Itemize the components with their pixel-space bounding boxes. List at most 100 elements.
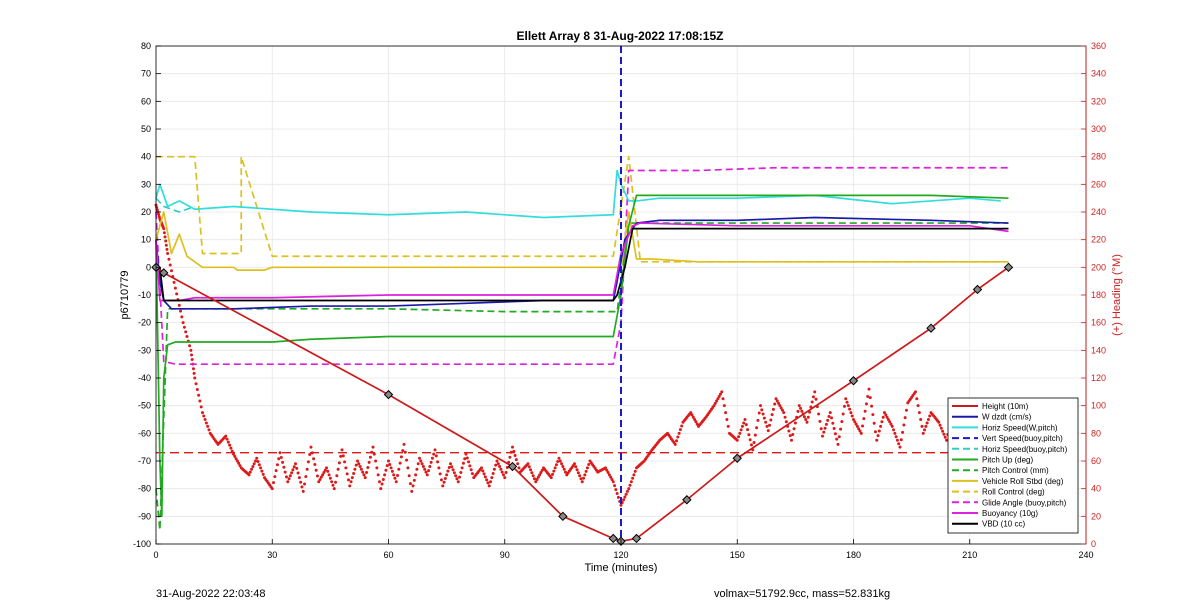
heading-point [389,466,393,470]
x-tick-label: 210 [962,550,977,560]
heading-point [424,470,428,474]
heading-point [350,476,354,480]
y-tick-label: 30 [141,179,151,189]
heading-point [752,441,756,445]
heading-point [529,468,533,472]
heading-point [189,348,193,352]
height-marker [972,284,983,295]
heading-point [739,428,743,432]
heading-point [871,413,875,417]
heading-point [177,303,181,307]
heading-point [470,472,474,476]
heading-point [527,465,531,469]
legend-label-pitch_control: Pitch Control (mm) [982,466,1049,475]
heading-point [622,498,626,502]
heading-point [332,487,336,491]
heading-point [385,464,389,468]
height-marker [631,533,642,544]
y2-tick-label: 40 [1091,484,1101,494]
heading-point [884,413,888,417]
heading-point [864,402,868,406]
heading-point [775,399,779,403]
heading-point [362,473,366,477]
heading-point [915,397,919,401]
heading-point [252,462,256,466]
heading-point [339,454,343,458]
heading-point [726,424,730,428]
heading-point [193,376,197,380]
heading-point [921,431,925,435]
heading-point [394,480,398,484]
heading-point [429,460,433,464]
heading-point [691,415,695,419]
heading-point [868,396,872,400]
heading-point [376,473,380,477]
heading-point [377,480,381,484]
footer-timestamp: 31-Aug-2022 22:03:48 [156,588,266,600]
heading-point [380,482,384,486]
x-tick-label: 90 [500,550,510,560]
heading-point [917,411,921,415]
heading-point [923,428,927,432]
heading-point [238,464,242,468]
heading-point [235,459,239,463]
heading-point [873,430,877,434]
heading-point [855,424,859,428]
heading-point [756,418,760,422]
heading-point [760,408,764,412]
heading-point [261,472,265,476]
heading-point [270,487,274,491]
heading-point [828,411,832,415]
heading-point [561,465,565,469]
heading-point [613,484,617,488]
heading-point [180,315,184,319]
heading-point [604,466,607,470]
heading-point [284,475,288,479]
heading-point [494,463,498,467]
heading-point [787,429,791,433]
heading-point [724,411,728,415]
heading-point [204,421,208,425]
heading-point [554,463,558,467]
heading-point [689,411,693,415]
heading-point [755,426,759,430]
heading-point [416,462,420,466]
heading-point [885,415,889,419]
heading-point [628,483,632,487]
heading-point [322,471,326,475]
heading-point [823,426,827,430]
heading-point [810,400,814,404]
heading-point [849,411,853,415]
heading-point [805,420,809,424]
y2-tick-label: 220 [1091,235,1106,245]
heading-point [157,215,161,219]
heading-point [690,413,694,417]
legend: Height (10m) W dzdt (cm/s)Horiz Speed(W,p… [947,397,1079,534]
heading-point [464,452,468,456]
heading-point [170,269,173,273]
plot-series [151,46,1014,546]
heading-point [897,442,901,446]
height-marker [682,495,692,505]
heading-point [902,423,906,427]
heading-point [335,474,339,478]
heading-point [458,475,462,479]
heading-point [512,449,516,453]
heading-point [229,446,233,450]
heading-point [576,471,580,475]
heading-point [173,286,177,290]
heading-point [406,466,410,470]
heading-point [720,390,724,394]
heading-point [321,473,325,477]
heading-point [356,459,359,463]
legend-label-buoyancy: Buoyancy (10g) [982,509,1038,518]
heading-point [513,453,517,457]
heading-point [848,407,852,411]
heading-point [330,480,334,484]
heading-point [203,418,207,421]
heading-point [560,462,564,466]
heading-point [287,477,291,481]
heading-point [818,419,822,423]
y-tick-label: -100 [133,539,151,549]
heading-point [765,424,769,428]
